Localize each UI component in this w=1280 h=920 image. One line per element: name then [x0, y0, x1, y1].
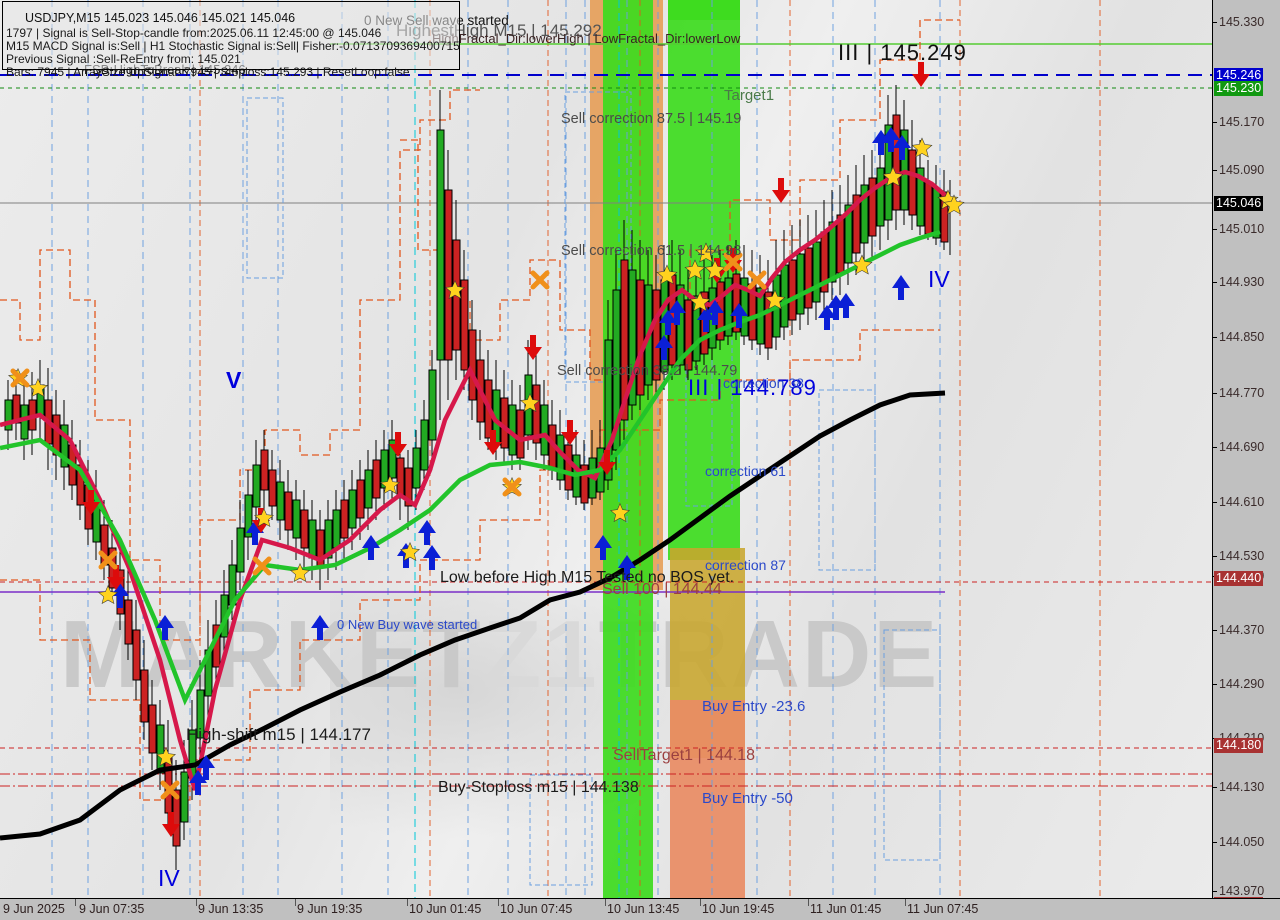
annotation-correction-61: correction 61	[705, 463, 786, 479]
annotation-sell-correction-615: Sell correction 61.5 | 144.98	[561, 243, 742, 259]
signal-arrows-up	[111, 127, 911, 795]
time-tick: 9 Jun 19:35	[297, 902, 363, 916]
annotation-wave-iii-789: III | 144.789	[688, 375, 817, 400]
symbol-ohlc-line: USDJPY,M15 145.023 145.046 145.021 145.0…	[25, 11, 296, 25]
annotation-high-shift: High-shift m15 | 144.177	[186, 725, 371, 744]
time-tick: 9 Jun 07:35	[79, 902, 145, 916]
time-tick: 10 Jun 07:45	[500, 902, 573, 916]
annotation-wave-iv-bottom: IV	[158, 865, 180, 891]
annotation-correction-38: correction 38	[723, 375, 804, 391]
annotation-fractal-direction: HighFractal_Dir:lowerHigh | LowFractal_D…	[432, 31, 741, 46]
price-tick: 143.970	[1212, 884, 1265, 898]
annotation-buy-entry-50: Buy Entry -50	[702, 790, 793, 807]
price-tick: 144.850	[1212, 330, 1265, 344]
price-tick: 144.530	[1212, 549, 1265, 563]
ma-baseline-black	[0, 390, 946, 841]
time-tick: 9 Jun 13:35	[198, 902, 264, 916]
price-badge-target1: 145.230	[1214, 81, 1264, 96]
price-tick: 145.010	[1212, 222, 1265, 236]
time-tick: 10 Jun 13:45	[607, 902, 680, 916]
price-tick: 144.370	[1212, 623, 1265, 637]
price-tick: 145.330	[1212, 15, 1265, 29]
ma-fast-red	[0, 169, 947, 791]
chart-info-panel: USDJPY,M15 145.023 145.046 145.021 145.0…	[2, 1, 460, 79]
time-tick: 10 Jun 01:45	[409, 902, 482, 916]
time-tick: 11 Jun 07:45	[907, 902, 979, 916]
info-line-4: Bars: 7945 | ArraySize UpSignal: 7945 | …	[6, 65, 410, 79]
price-badge-current: 145.046	[1214, 196, 1264, 211]
price-badge-sell100: 144.440	[1214, 571, 1264, 586]
time-tick: 9 Jun 2025	[3, 902, 65, 916]
chart-graphics-layer	[0, 0, 1212, 898]
annotation-buy-stoploss: Buy-Stoploss m15 | 144.138	[438, 779, 639, 796]
annotation-wave-iii-upper: III | 145.249	[838, 40, 967, 65]
price-axis[interactable]: 145.330 145.170 145.090 145.010 144.930 …	[1212, 0, 1280, 912]
ma-slow-green	[0, 229, 941, 706]
time-axis[interactable]: 9 Jun 2025 9 Jun 07:35 9 Jun 13:35 9 Jun…	[0, 898, 1280, 920]
price-tick: 145.090	[1212, 163, 1265, 177]
annotation-new-buy-wave: 0 New Buy wave started	[337, 617, 478, 632]
price-tick: 144.690	[1212, 440, 1265, 454]
price-tick: 144.930	[1212, 275, 1265, 289]
annotation-target1: Target1	[724, 87, 775, 104]
price-tick: 144.130	[1212, 780, 1265, 794]
annotation-wave-v-left: V	[226, 367, 242, 393]
session-band-orange-lower	[670, 700, 745, 898]
chart-plot-area[interactable]: MARKETZ1TRADE	[0, 0, 1212, 898]
info-line-3: Previous Signal :Sell-ReEntry from: 145.…	[6, 52, 241, 66]
info-line-2: M15 MACD Signal is:Sell | H1 Stochastic …	[6, 39, 460, 53]
watermark-text-3: TRADE	[598, 601, 940, 708]
watermark-text-2: Z1	[482, 601, 599, 708]
annotation-sell-correction-875: Sell correction 87.5 | 145.19	[561, 111, 742, 127]
price-badge-fsb: 145.246	[1214, 68, 1264, 83]
annotation-sell-100: Sell 100 | 144.44	[602, 581, 722, 598]
annotation-buy-entry-236: Buy Entry -23.6	[702, 698, 806, 715]
price-tick: 144.770	[1212, 386, 1265, 400]
annotation-correction-87: correction 87	[705, 557, 786, 573]
annotation-wave-iv-right: IV	[928, 266, 950, 292]
price-tick: 144.050	[1212, 835, 1265, 849]
time-tick: 11 Jun 01:45	[810, 902, 882, 916]
cross-markers	[10, 252, 767, 800]
annotation-sell-target1: SellTarget1 | 144.18	[613, 747, 756, 764]
price-tick: 145.170	[1212, 115, 1265, 129]
info-line-1: 1797 | Signal is Sell-Stop-candle from:2…	[6, 26, 382, 40]
annotation-sell-correction-382: Sell correction 38.2 | 144.79	[557, 363, 738, 379]
time-tick: 10 Jun 19:45	[702, 902, 775, 916]
price-tick: 144.290	[1212, 677, 1265, 691]
price-tick: 144.610	[1212, 495, 1265, 509]
annotation-low-before-high: Low before High M15 Tested no BOS yet.	[440, 569, 735, 586]
price-badge-selltarget1: 144.180	[1214, 738, 1264, 753]
